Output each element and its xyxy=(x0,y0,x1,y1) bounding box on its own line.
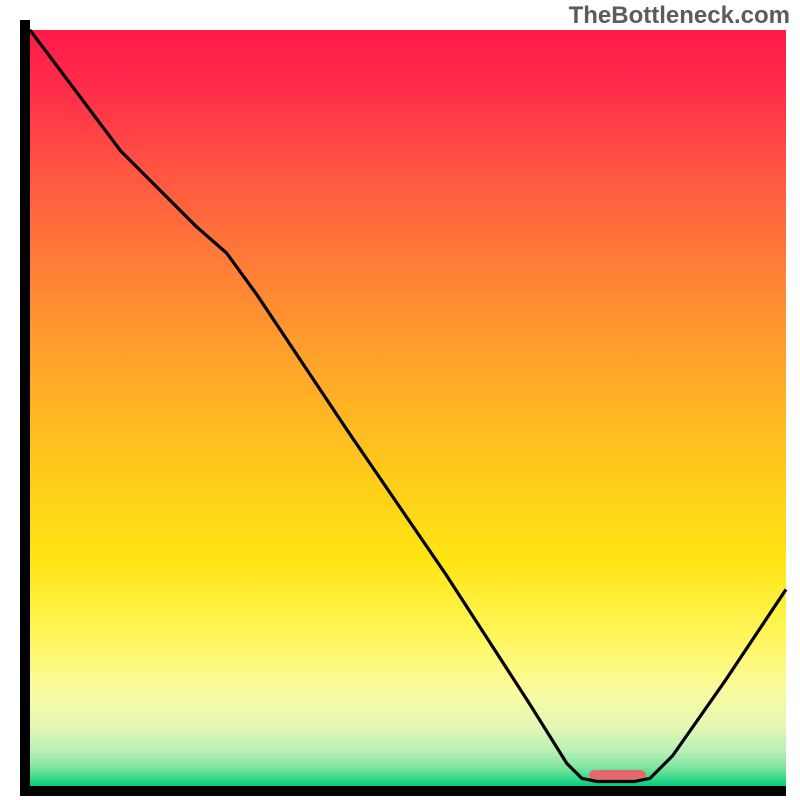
watermark-text: TheBottleneck.com xyxy=(569,2,790,30)
chart-canvas: TheBottleneck.com xyxy=(0,0,800,800)
y-axis-line xyxy=(20,20,30,786)
plot-area xyxy=(30,30,786,786)
bottleneck-curve xyxy=(30,30,786,786)
x-axis-line xyxy=(20,786,786,796)
curve-path xyxy=(30,30,786,781)
